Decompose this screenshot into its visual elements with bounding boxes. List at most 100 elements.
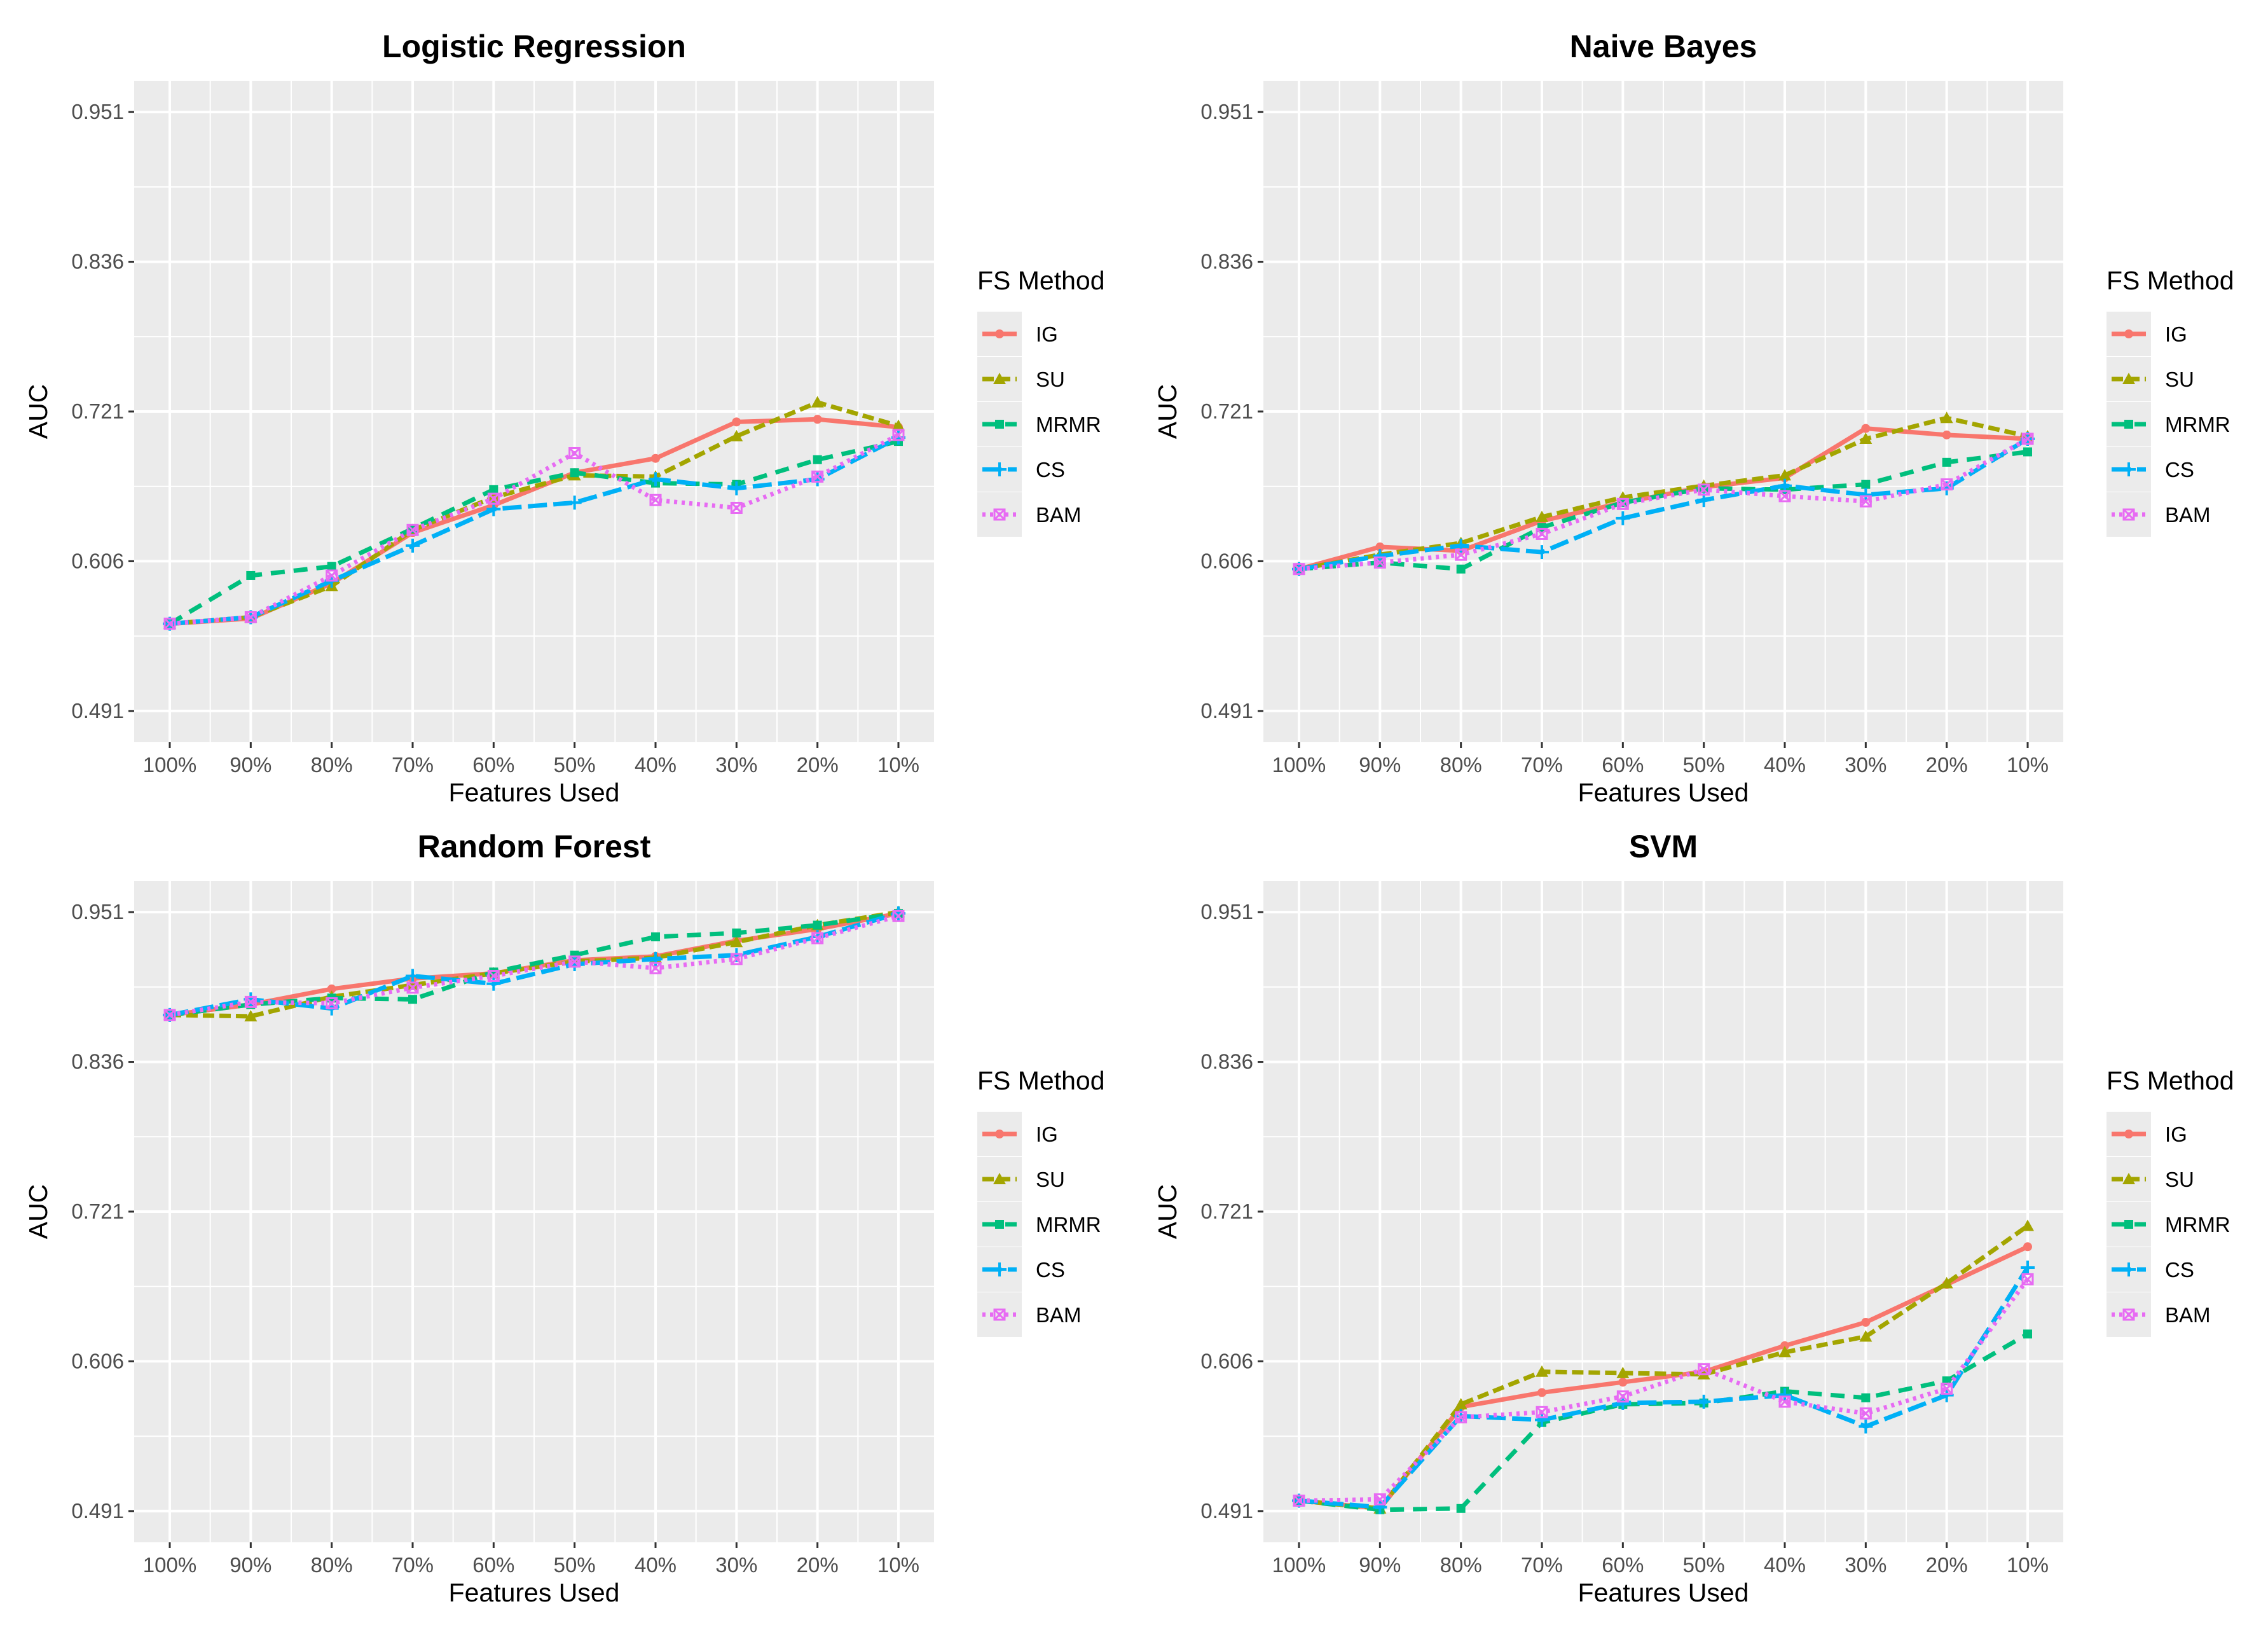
legend-key-marker bbox=[995, 329, 1004, 338]
data-point-su bbox=[1859, 432, 1873, 444]
data-point-ig bbox=[1618, 1378, 1628, 1387]
legend-label: BAM bbox=[2165, 1303, 2211, 1327]
x-tick-label: 60% bbox=[1602, 1553, 1644, 1577]
data-point-su bbox=[1778, 1346, 1791, 1358]
data-point-bam bbox=[406, 523, 419, 536]
data-point-su bbox=[892, 419, 905, 431]
legend-label: BAM bbox=[2165, 503, 2211, 527]
legend-title: FS Method bbox=[977, 1066, 1105, 1095]
y-tick-label: 0.606 bbox=[1200, 1349, 1253, 1373]
data-point-cs bbox=[2021, 1261, 2035, 1275]
series-line-su bbox=[1298, 1224, 2030, 1511]
y-tick-label: 0.951 bbox=[1200, 100, 1253, 123]
data-point-cs bbox=[1535, 545, 1549, 560]
legend-key-marker bbox=[2122, 373, 2135, 384]
x-tick-label: 90% bbox=[1359, 753, 1401, 777]
y-tick-label: 0.606 bbox=[1200, 549, 1253, 572]
legend-label: MRMR bbox=[1036, 1213, 1101, 1236]
x-tick-label: 10% bbox=[877, 753, 919, 777]
data-point-mrmr bbox=[1456, 564, 1466, 574]
y-tick-label: 0.491 bbox=[1200, 699, 1253, 723]
legend-label: CS bbox=[1036, 458, 1065, 481]
data-point-mrmr bbox=[327, 562, 336, 571]
chart-title: Logistic Regression bbox=[382, 29, 686, 64]
x-tick-label: 70% bbox=[392, 1553, 434, 1577]
legend-key-marker bbox=[995, 1220, 1004, 1229]
legend-entry-mrmr: MRMR bbox=[2106, 1202, 2230, 1247]
legend: FS Method IG SU MRMR CS BAM bbox=[977, 266, 1105, 537]
chart-title: SVM bbox=[1629, 829, 1698, 864]
legend-entry-bam: BAM bbox=[2106, 1292, 2211, 1337]
x-tick-label: 10% bbox=[2007, 753, 2049, 777]
data-point-cs bbox=[729, 481, 744, 495]
data-point-mrmr bbox=[2023, 447, 2032, 457]
y-tick-label: 0.721 bbox=[1200, 399, 1253, 423]
legend-key-marker bbox=[2124, 1220, 2133, 1229]
data-point-bam bbox=[1373, 556, 1386, 569]
data-point-bam bbox=[1778, 490, 1791, 502]
x-tick-label: 30% bbox=[715, 1553, 757, 1577]
legend-entry-ig: IG bbox=[2106, 312, 2187, 356]
series-line-su bbox=[169, 400, 899, 626]
data-point-bam bbox=[487, 969, 500, 982]
data-point-bam bbox=[1616, 497, 1629, 510]
data-point-su bbox=[811, 396, 824, 408]
data-point-bam bbox=[1536, 527, 1548, 540]
legend-key-marker bbox=[2122, 1262, 2136, 1276]
x-tick-label: 20% bbox=[1926, 1553, 1968, 1577]
legend-key-marker bbox=[2122, 462, 2136, 476]
data-point-bam bbox=[1941, 478, 1953, 491]
data-point-cs bbox=[406, 969, 420, 983]
x-tick-label: 30% bbox=[1845, 1553, 1887, 1577]
data-point-su bbox=[244, 1009, 258, 1021]
legend-key-marker bbox=[993, 508, 1006, 521]
chart-random-forest: 0.491 0.606 0.721 0.836 0.951 100% 90% 80% 70% 60… bbox=[24, 829, 1105, 1607]
data-point-su bbox=[1616, 1366, 1630, 1378]
data-point-bam bbox=[1616, 1390, 1629, 1403]
series-line-su bbox=[1298, 415, 2028, 572]
data-point-cs bbox=[649, 472, 663, 487]
data-point-mrmr bbox=[1861, 1393, 1871, 1402]
data-point-su bbox=[406, 978, 419, 990]
data-point-su bbox=[1940, 1276, 1953, 1289]
y-tick-label: 0.606 bbox=[71, 1349, 124, 1373]
data-point-ig bbox=[651, 453, 660, 463]
legend-key-marker bbox=[2122, 508, 2135, 521]
legend-key-marker bbox=[993, 1173, 1006, 1184]
data-point-bam bbox=[892, 429, 905, 441]
y-tick-label: 0.491 bbox=[1200, 1499, 1253, 1523]
y-tick-label: 0.836 bbox=[1200, 1050, 1253, 1074]
data-point-mrmr bbox=[1861, 480, 1871, 489]
legend-key-marker bbox=[2122, 1308, 2135, 1321]
data-point-cs bbox=[1778, 1388, 1792, 1402]
series-line-bam bbox=[169, 913, 899, 1018]
data-point-ig bbox=[1780, 1341, 1789, 1350]
data-point-bam bbox=[1293, 1494, 1305, 1507]
data-point-bam bbox=[1455, 1411, 1467, 1423]
data-point-bam bbox=[1455, 548, 1467, 561]
data-point-mrmr bbox=[1456, 1504, 1466, 1513]
legend-label: CS bbox=[2165, 458, 2194, 481]
y-tick-label: 0.951 bbox=[1200, 900, 1253, 923]
data-point-bam bbox=[163, 618, 176, 630]
data-point-su bbox=[1454, 1397, 1467, 1409]
x-tick-label: 50% bbox=[1683, 753, 1725, 777]
x-tick-label: 100% bbox=[143, 753, 196, 777]
chart-naive-bayes: 0.491 0.606 0.721 0.836 0.951 100% 90% 80% 70% 60… bbox=[1153, 29, 2234, 807]
x-tick-label: 20% bbox=[1926, 753, 1968, 777]
legend-entry-ig: IG bbox=[2106, 1112, 2187, 1156]
series-line-bam bbox=[169, 432, 900, 626]
legend-entry-mrmr: MRMR bbox=[977, 402, 1101, 446]
series-line-mrmr bbox=[1298, 1332, 2029, 1512]
x-tick-label: 80% bbox=[1440, 753, 1482, 777]
data-point-ig bbox=[1942, 430, 1951, 439]
x-tick-label: 90% bbox=[230, 753, 271, 777]
legend-key-marker bbox=[2124, 329, 2133, 338]
data-point-mrmr bbox=[489, 485, 498, 494]
y-tick-label: 0.606 bbox=[71, 549, 124, 572]
legend-label: SU bbox=[2165, 1168, 2194, 1191]
data-point-ig bbox=[732, 417, 741, 427]
legend-entry-ig: IG bbox=[977, 312, 1058, 356]
legend-label: MRMR bbox=[2165, 413, 2230, 436]
